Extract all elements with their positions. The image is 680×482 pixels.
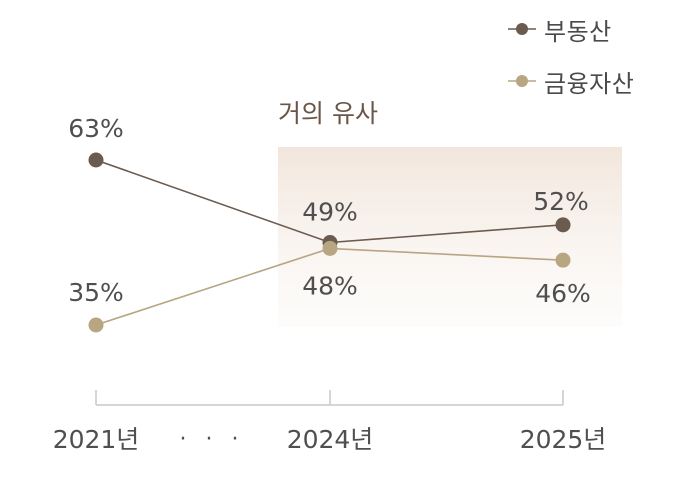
data-point (88, 152, 104, 168)
legend-marker-real-estate (508, 23, 536, 35)
highlight-label: 거의 유사 (278, 99, 378, 128)
legend-item-real-estate: 부동산 (508, 14, 634, 46)
data-point (555, 252, 571, 268)
data-point (555, 217, 571, 233)
highlight-region (278, 147, 622, 327)
data-point (322, 240, 338, 256)
legend-marker-financial-assets (508, 75, 536, 87)
legend-label-financial-assets: 금융자산 (544, 69, 635, 98)
data-label: 46% (535, 279, 591, 308)
x-tick-label: 2024년 (287, 425, 374, 454)
x-tick-label: 2025년 (520, 425, 607, 454)
legend-item-financial-assets: 금융자산 (508, 66, 635, 98)
data-label: 52% (533, 187, 589, 216)
x-tick-label: 2021년 (53, 425, 140, 454)
data-label: 48% (302, 271, 358, 300)
legend-label-real-estate: 부동산 (544, 17, 612, 46)
data-label: 49% (302, 198, 358, 227)
data-label: 63% (68, 114, 124, 143)
axis-gap-marker: · · · (180, 427, 245, 452)
legend: 부동산 금융자산 (508, 14, 634, 118)
data-label: 35% (68, 278, 124, 307)
data-point (88, 317, 104, 333)
